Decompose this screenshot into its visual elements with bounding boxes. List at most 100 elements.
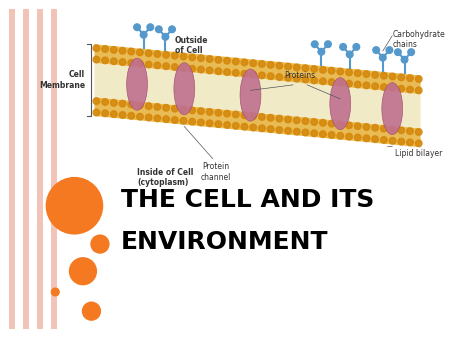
- Circle shape: [162, 33, 169, 40]
- Bar: [51, 9, 58, 329]
- Circle shape: [180, 65, 187, 71]
- Circle shape: [154, 115, 161, 122]
- Circle shape: [145, 114, 152, 121]
- Ellipse shape: [382, 82, 403, 135]
- Circle shape: [137, 113, 143, 120]
- Circle shape: [353, 44, 360, 50]
- Circle shape: [389, 84, 396, 91]
- Circle shape: [224, 69, 230, 75]
- Circle shape: [189, 107, 196, 114]
- Circle shape: [372, 136, 378, 142]
- Circle shape: [111, 111, 117, 117]
- Circle shape: [355, 123, 361, 129]
- Circle shape: [241, 70, 248, 77]
- Polygon shape: [94, 44, 421, 94]
- Circle shape: [311, 77, 318, 84]
- Circle shape: [395, 49, 401, 55]
- Circle shape: [276, 63, 283, 69]
- Ellipse shape: [174, 63, 195, 115]
- Circle shape: [346, 51, 353, 58]
- Circle shape: [241, 59, 248, 66]
- Circle shape: [355, 134, 361, 141]
- Circle shape: [93, 109, 100, 116]
- Circle shape: [102, 46, 108, 52]
- Circle shape: [398, 138, 405, 145]
- Circle shape: [207, 56, 213, 62]
- Circle shape: [302, 65, 309, 72]
- Circle shape: [340, 44, 346, 50]
- Circle shape: [198, 66, 204, 73]
- Circle shape: [69, 258, 96, 285]
- Circle shape: [207, 120, 213, 127]
- Circle shape: [259, 125, 265, 131]
- Circle shape: [250, 113, 256, 119]
- Text: Proteins: Proteins: [284, 71, 315, 80]
- Circle shape: [215, 68, 222, 74]
- Circle shape: [189, 118, 196, 125]
- Circle shape: [381, 84, 387, 90]
- Circle shape: [119, 112, 126, 118]
- Circle shape: [250, 124, 256, 131]
- Circle shape: [328, 132, 335, 138]
- Circle shape: [137, 61, 143, 67]
- Circle shape: [320, 67, 326, 73]
- Circle shape: [171, 117, 178, 123]
- Circle shape: [189, 54, 196, 61]
- Circle shape: [415, 87, 422, 94]
- Circle shape: [398, 74, 405, 81]
- Circle shape: [381, 137, 387, 143]
- Circle shape: [241, 123, 248, 130]
- Circle shape: [119, 47, 126, 54]
- Text: Inside of Cell
(cytoplasm): Inside of Cell (cytoplasm): [137, 168, 194, 188]
- Circle shape: [415, 129, 422, 135]
- Circle shape: [373, 47, 379, 53]
- Circle shape: [51, 288, 59, 296]
- Circle shape: [293, 75, 300, 82]
- Circle shape: [215, 56, 222, 63]
- Circle shape: [346, 122, 352, 128]
- Ellipse shape: [240, 69, 261, 121]
- Circle shape: [346, 80, 352, 87]
- Circle shape: [363, 135, 370, 142]
- Circle shape: [320, 131, 326, 138]
- Circle shape: [154, 51, 161, 57]
- Circle shape: [154, 104, 161, 110]
- Circle shape: [102, 57, 108, 64]
- Bar: [23, 9, 29, 329]
- Circle shape: [389, 73, 396, 80]
- Circle shape: [111, 58, 117, 65]
- Circle shape: [276, 127, 283, 133]
- Circle shape: [102, 99, 108, 105]
- Circle shape: [372, 124, 378, 131]
- Circle shape: [259, 72, 265, 79]
- Circle shape: [267, 126, 274, 132]
- Bar: [37, 9, 43, 329]
- Circle shape: [386, 47, 393, 53]
- Circle shape: [145, 50, 152, 56]
- Circle shape: [233, 58, 239, 65]
- Circle shape: [128, 113, 135, 119]
- Circle shape: [147, 24, 153, 30]
- Circle shape: [267, 62, 274, 68]
- Circle shape: [82, 302, 100, 320]
- Circle shape: [163, 63, 169, 70]
- Circle shape: [276, 115, 283, 122]
- Ellipse shape: [330, 78, 351, 130]
- Circle shape: [318, 48, 324, 55]
- Circle shape: [154, 62, 161, 69]
- Circle shape: [293, 64, 300, 71]
- Circle shape: [311, 119, 318, 125]
- Circle shape: [180, 118, 187, 124]
- Circle shape: [415, 76, 422, 82]
- Circle shape: [293, 128, 300, 135]
- Circle shape: [156, 26, 162, 32]
- Circle shape: [91, 235, 109, 253]
- Circle shape: [415, 140, 422, 147]
- Circle shape: [346, 69, 352, 76]
- Circle shape: [102, 110, 108, 117]
- Circle shape: [311, 66, 318, 72]
- Circle shape: [267, 73, 274, 79]
- Circle shape: [128, 59, 135, 66]
- Circle shape: [46, 178, 103, 234]
- Circle shape: [337, 132, 344, 139]
